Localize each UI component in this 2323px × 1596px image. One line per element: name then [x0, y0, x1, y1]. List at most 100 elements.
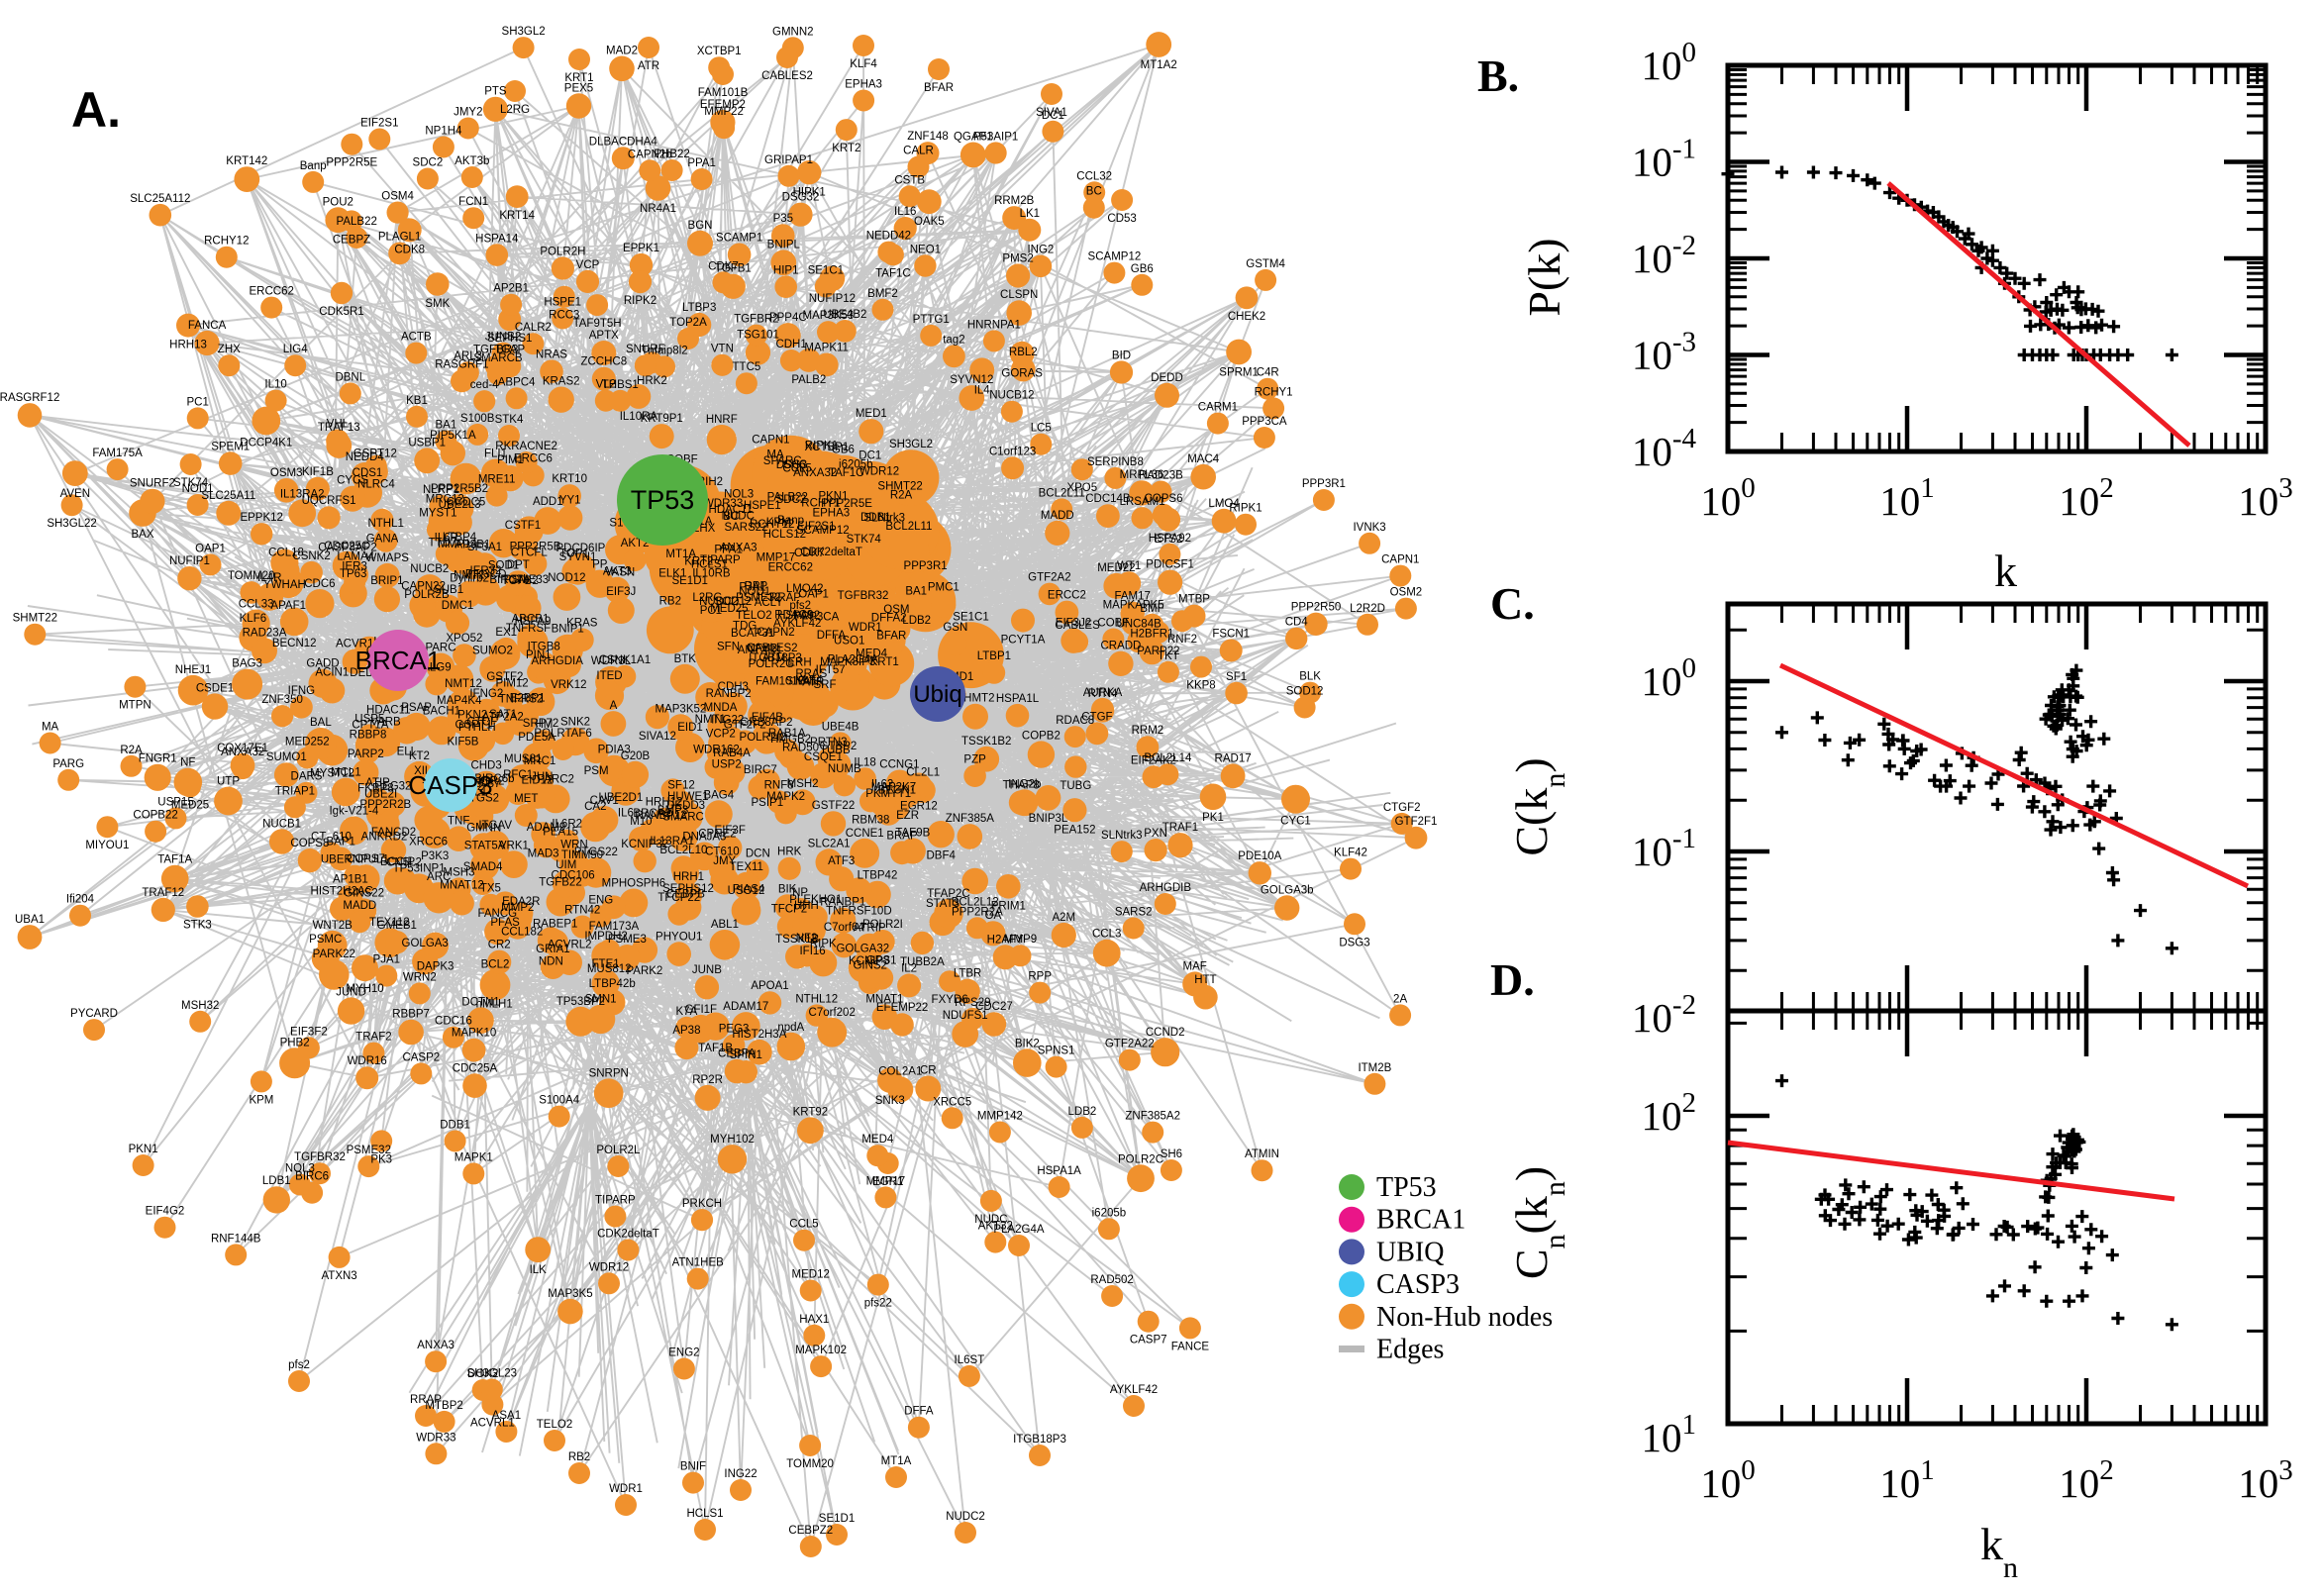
- svg-text:npdA: npdA: [777, 1022, 804, 1034]
- svg-text:JUN: JUN: [531, 771, 553, 783]
- svg-text:MAF: MAF: [1183, 960, 1207, 972]
- svg-text:SPARC: SPARC: [763, 455, 802, 467]
- svg-text:CAPN1: CAPN1: [752, 435, 789, 447]
- svg-text:MED4: MED4: [856, 648, 888, 659]
- svg-text:UBIQ: UBIQ: [1376, 1237, 1444, 1267]
- svg-text:IVNK3: IVNK3: [1353, 522, 1385, 534]
- svg-text:BTK: BTK: [674, 653, 697, 665]
- svg-text:L2RG: L2RG: [500, 104, 530, 116]
- svg-text:CN5L2: CN5L2: [386, 857, 422, 869]
- svg-text:PSMC: PSMC: [309, 934, 342, 946]
- svg-text:MAPK10: MAPK10: [452, 1028, 496, 1040]
- svg-text:MAPK2: MAPK2: [766, 791, 805, 803]
- svg-text:HIST2H3A: HIST2H3A: [732, 1029, 786, 1041]
- svg-text:AP1B1: AP1B1: [333, 873, 368, 885]
- svg-text:pfs2: pfs2: [288, 1359, 310, 1371]
- svg-text:SF12: SF12: [667, 780, 695, 792]
- svg-text:WNT2B: WNT2B: [313, 920, 354, 932]
- svg-text:MAP3K5: MAP3K5: [548, 1288, 592, 1300]
- svg-text:GINS22: GINS22: [344, 887, 384, 899]
- svg-text:MAC4: MAC4: [1187, 453, 1220, 465]
- svg-text:PTTG1: PTTG1: [913, 314, 950, 326]
- svg-text:LTBP42b: LTBP42b: [589, 978, 636, 990]
- svg-text:BCL2L12: BCL2L12: [952, 896, 999, 908]
- svg-text:C1orf123: C1orf123: [989, 446, 1036, 457]
- svg-text:MRPL36: MRPL36: [1120, 469, 1164, 481]
- svg-text:C.: C.: [1490, 578, 1535, 629]
- svg-text:SPRM1: SPRM1: [1219, 366, 1259, 378]
- svg-text:ced-4: ced-4: [470, 379, 499, 391]
- svg-text:PIP5K1A: PIP5K1A: [430, 430, 476, 442]
- svg-text:IL6R: IL6R: [435, 533, 458, 545]
- svg-text:MMP9: MMP9: [1004, 934, 1037, 946]
- svg-text:CA2: CA2: [584, 801, 606, 813]
- svg-text:PRKCH: PRKCH: [682, 1198, 722, 1210]
- svg-text:SE1D1: SE1D1: [819, 1513, 855, 1525]
- svg-text:SLNtrk3: SLNtrk3: [1101, 830, 1143, 842]
- svg-text:RP2R: RP2R: [692, 1074, 723, 1086]
- svg-text:ERH: ERH: [787, 657, 811, 669]
- svg-text:ABPC4: ABPC4: [498, 376, 536, 388]
- svg-text:WDR162: WDR162: [693, 745, 740, 756]
- svg-text:GB6: GB6: [1131, 263, 1154, 275]
- svg-text:BC: BC: [1086, 186, 1102, 198]
- svg-text:PXN: PXN: [1144, 828, 1167, 840]
- svg-text:HCLS12: HCLS12: [763, 529, 806, 541]
- svg-text:PALB22: PALB22: [767, 492, 808, 504]
- svg-text:PPP3R1: PPP3R1: [1302, 478, 1346, 490]
- svg-text:RAD502: RAD502: [1090, 1274, 1133, 1286]
- svg-text:MYH102: MYH102: [710, 1134, 755, 1146]
- svg-text:RANBP12: RANBP12: [635, 810, 686, 822]
- svg-text:POLR2C: POLR2C: [1118, 1153, 1163, 1165]
- svg-text:NTHL1: NTHL1: [367, 518, 403, 530]
- svg-text:TGFBR3: TGFBR3: [473, 345, 518, 356]
- svg-text:PDIA3: PDIA3: [598, 745, 631, 756]
- svg-text:NOL3: NOL3: [285, 1163, 315, 1175]
- svg-text:BNIP1: BNIP1: [552, 624, 584, 636]
- svg-text:PPP3R1: PPP3R1: [904, 560, 948, 572]
- svg-text:EFEMP2: EFEMP2: [700, 99, 746, 111]
- svg-text:EIF2AK2: EIF2AK2: [1131, 754, 1176, 766]
- svg-text:PEG32: PEG32: [374, 781, 411, 793]
- svg-text:TELO2: TELO2: [736, 610, 771, 622]
- svg-text:P35: P35: [773, 213, 793, 225]
- svg-text:CCL18: CCL18: [268, 547, 304, 558]
- svg-text:PEG3: PEG3: [719, 1023, 750, 1035]
- svg-text:PTHLH: PTHLH: [458, 722, 496, 734]
- svg-text:ATF3: ATF3: [828, 855, 855, 867]
- svg-text:CTCF: CTCF: [466, 716, 497, 728]
- svg-text:IL4: IL4: [974, 384, 991, 396]
- svg-text:VCP: VCP: [576, 259, 600, 271]
- svg-text:MYST12: MYST12: [310, 768, 354, 780]
- svg-text:EPPK1: EPPK1: [623, 243, 659, 254]
- svg-text:DCN: DCN: [746, 848, 770, 860]
- svg-text:H2BFR1: H2BFR1: [1130, 629, 1173, 641]
- svg-text:CEBPZ: CEBPZ: [333, 234, 370, 246]
- svg-text:PTGS22: PTGS22: [574, 847, 618, 858]
- svg-text:Non-Hub nodes: Non-Hub nodes: [1376, 1302, 1553, 1333]
- svg-text:SARS2: SARS2: [1115, 907, 1153, 919]
- svg-text:ADAM17: ADAM17: [723, 1001, 768, 1013]
- svg-text:ZCCHC8: ZCCHC8: [580, 356, 627, 368]
- svg-text:ACVRL1: ACVRL1: [470, 1418, 515, 1430]
- svg-text:CDK8: CDK8: [394, 244, 425, 255]
- svg-text:BAG4: BAG4: [703, 789, 734, 801]
- svg-text:TCAP: TCAP: [494, 344, 525, 355]
- svg-text:HSPA14: HSPA14: [475, 233, 519, 245]
- svg-text:XPO52: XPO52: [446, 633, 482, 645]
- svg-text:KRT142: KRT142: [226, 155, 267, 167]
- svg-text:WDR3L: WDR3L: [591, 655, 632, 667]
- svg-text:VHL: VHL: [327, 419, 350, 431]
- svg-text:ABCB1: ABCB1: [512, 614, 550, 626]
- svg-text:IL6: IL6: [618, 808, 634, 820]
- svg-text:PSME32: PSME32: [347, 1145, 391, 1156]
- svg-text:CCL182: CCL182: [501, 927, 543, 939]
- svg-text:NMT12: NMT12: [445, 678, 482, 690]
- svg-text:PC1: PC1: [700, 605, 722, 617]
- svg-text:LRSAM1: LRSAM1: [1120, 496, 1165, 508]
- svg-text:SLC2A1: SLC2A1: [808, 838, 851, 849]
- svg-text:PJA1: PJA1: [373, 954, 401, 966]
- svg-text:GSTF2: GSTF2: [486, 671, 523, 683]
- svg-text:PARP22: PARP22: [1137, 646, 1179, 657]
- svg-text:PARK22: PARK22: [313, 948, 355, 960]
